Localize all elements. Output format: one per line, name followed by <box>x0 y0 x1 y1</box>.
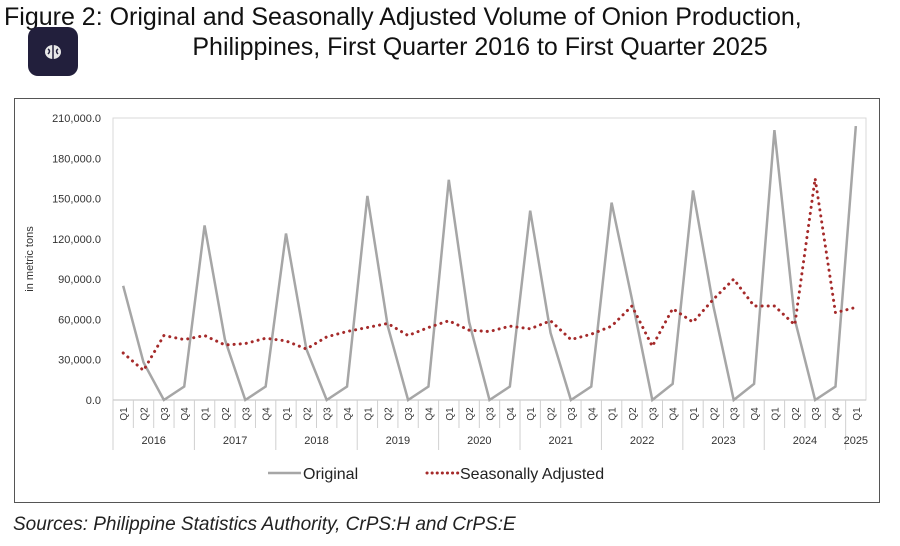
x-tick-label-quarter: Q4 <box>831 407 842 421</box>
x-tick-label-year: 2025 <box>844 435 868 447</box>
x-tick-label-quarter: Q4 <box>180 407 191 421</box>
x-tick-label-quarter: Q1 <box>445 407 456 421</box>
x-tick-label-year: 2022 <box>630 435 654 447</box>
x-tick-label-quarter: Q1 <box>201 407 212 421</box>
y-tick-label: 150,000.0 <box>52 194 101 206</box>
x-tick-label-quarter: Q2 <box>221 407 232 421</box>
x-tick-label-quarter: Q1 <box>282 407 293 421</box>
x-tick-label-quarter: Q4 <box>669 407 680 421</box>
x-tick-label-quarter: Q1 <box>363 407 374 421</box>
x-tick-label-quarter: Q3 <box>811 407 822 421</box>
y-tick-label: 0.0 <box>86 395 101 407</box>
x-tick-label-quarter: Q3 <box>730 407 741 421</box>
x-tick-label-quarter: Q1 <box>608 407 619 421</box>
x-tick-label-quarter: Q2 <box>140 407 151 421</box>
x-tick-label-quarter: Q3 <box>241 407 252 421</box>
x-tick-label-quarter: Q1 <box>852 407 863 421</box>
y-tick-label: 90,000.0 <box>58 274 101 286</box>
y-axis-label: in metric tons <box>24 226 36 292</box>
legend-label-seasonally-adjusted: Seasonally Adjusted <box>460 466 604 483</box>
x-tick-label-quarter: Q4 <box>424 407 435 421</box>
y-tick-label: 60,000.0 <box>58 314 101 326</box>
x-tick-label-quarter: Q3 <box>404 407 415 421</box>
series-line-original <box>121 125 858 403</box>
x-tick-label-year: 2016 <box>141 435 165 447</box>
x-tick-label-quarter: Q2 <box>791 407 802 421</box>
x-tick-label-quarter: Q2 <box>465 407 476 421</box>
x-tick-label-quarter: Q4 <box>343 407 354 421</box>
x-tick-label-year: 2023 <box>711 435 735 447</box>
source-note: Sources: Philippine Statistics Authority… <box>13 514 516 535</box>
x-tick-label-year: 2024 <box>793 435 817 447</box>
x-tick-label-quarter: Q3 <box>567 407 578 421</box>
x-tick-label-quarter: Q3 <box>486 407 497 421</box>
plot-area <box>112 117 867 401</box>
series-line-seasonally-adjusted <box>121 178 858 373</box>
x-tick-label-quarter: Q2 <box>384 407 395 421</box>
x-tick-label-quarter: Q3 <box>648 407 659 421</box>
chart-title-line-2: Philippines, First Quarter 2016 to First… <box>192 33 768 61</box>
x-tick-label-quarter: Q3 <box>160 407 171 421</box>
x-tick-label-quarter: Q2 <box>547 407 558 421</box>
x-tick-label-year: 2018 <box>304 435 328 447</box>
app-launcher-button[interactable] <box>28 27 78 76</box>
x-tick-label-year: 2017 <box>223 435 247 447</box>
chart-title-line-1: Figure 2: Original and Seasonally Adjust… <box>4 3 802 31</box>
x-tick-label-quarter: Q1 <box>119 407 130 421</box>
x-tick-label-quarter: Q4 <box>506 407 517 421</box>
x-tick-label-quarter: Q2 <box>628 407 639 421</box>
legend-label-original: Original <box>303 466 358 483</box>
x-tick-label-quarter: Q2 <box>302 407 313 421</box>
x-tick-label-quarter: Q1 <box>689 407 700 421</box>
y-tick-label: 30,000.0 <box>58 355 101 367</box>
x-tick-label-quarter: Q4 <box>262 407 273 421</box>
x-tick-label-year: 2021 <box>548 435 572 447</box>
x-tick-label-quarter: Q3 <box>323 407 334 421</box>
x-tick-label-quarter: Q1 <box>770 407 781 421</box>
x-tick-label-quarter: Q4 <box>750 407 761 421</box>
x-tick-label-year: 2019 <box>386 435 410 447</box>
brain-icon <box>45 44 61 59</box>
x-tick-label-quarter: Q1 <box>526 407 537 421</box>
x-tick-label-year: 2020 <box>467 435 491 447</box>
chart-frame <box>14 98 880 503</box>
y-tick-label: 210,000.0 <box>52 113 101 125</box>
y-tick-label: 180,000.0 <box>52 153 101 165</box>
y-tick-label: 120,000.0 <box>52 234 101 246</box>
x-tick-label-quarter: Q2 <box>709 407 720 421</box>
x-tick-label-quarter: Q4 <box>587 407 598 421</box>
